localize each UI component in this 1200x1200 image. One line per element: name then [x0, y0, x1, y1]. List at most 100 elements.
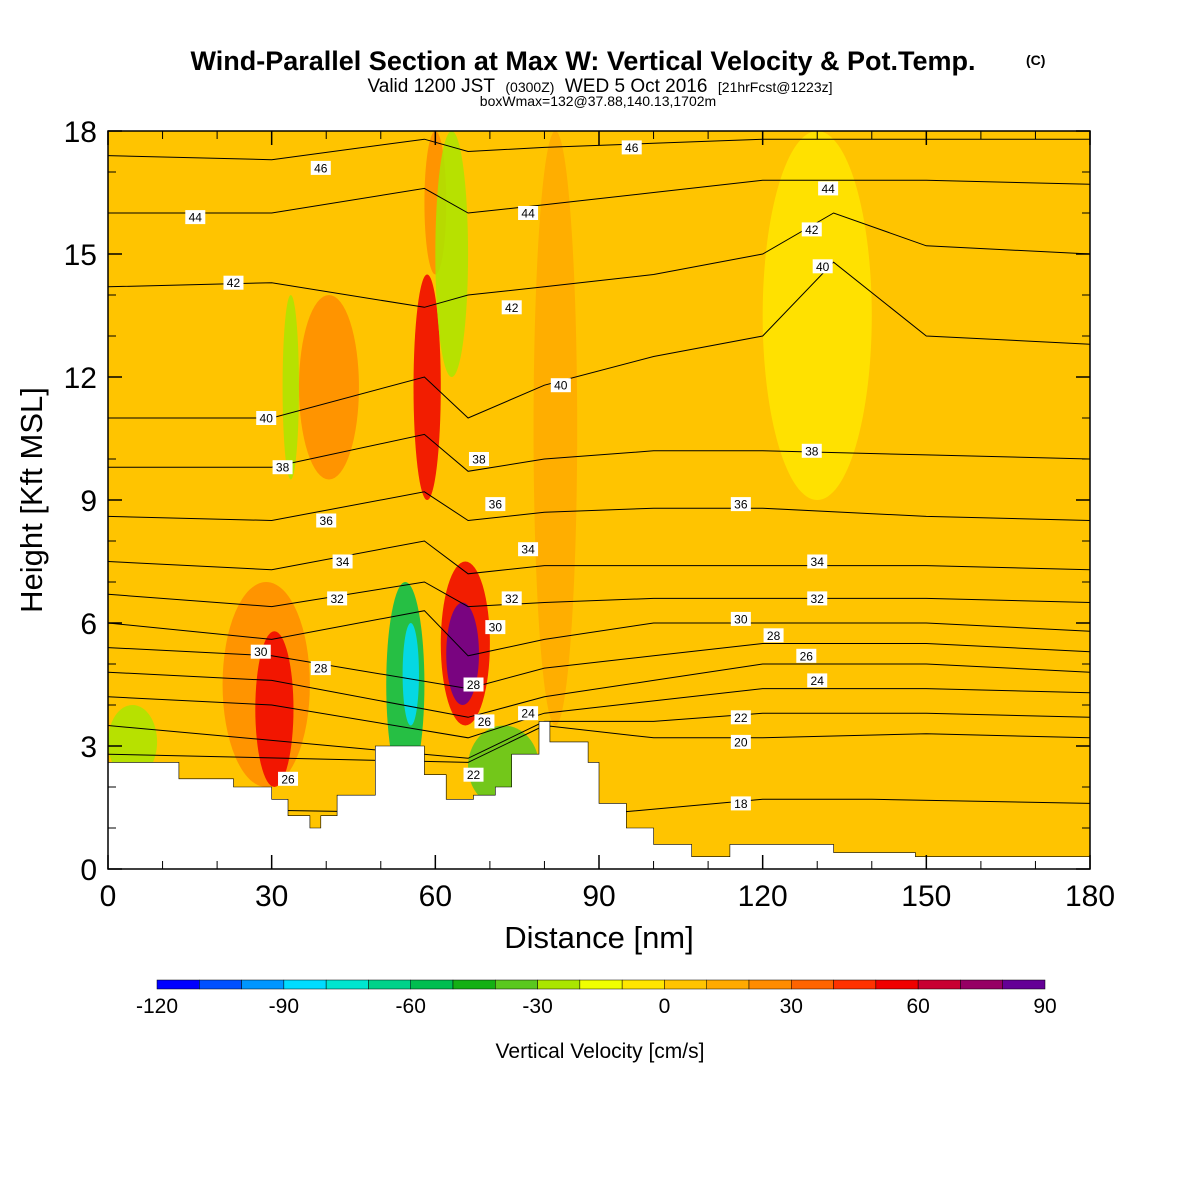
colorbar-swatch — [410, 979, 454, 990]
contour-label: 26 — [278, 771, 299, 786]
contour-label: 32 — [501, 591, 522, 606]
theta-contour-30 — [108, 610, 1090, 657]
contour-label: 24 — [518, 706, 539, 721]
colorbar-swatch — [875, 979, 919, 990]
colorbar-tick-label: -60 — [396, 995, 426, 1018]
x-tick-label: 60 — [419, 880, 452, 913]
contour-label: 34 — [332, 554, 353, 569]
svg-text:26: 26 — [281, 772, 295, 786]
colorbar-swatch — [283, 979, 327, 990]
contour-label: 26 — [474, 714, 495, 729]
svg-text:38: 38 — [805, 444, 819, 458]
y-tick-label: 6 — [80, 608, 97, 641]
svg-text:44: 44 — [189, 211, 203, 225]
colorbar-swatch — [960, 979, 1003, 990]
theta-contour-34 — [108, 540, 1090, 575]
svg-text:26: 26 — [478, 715, 492, 729]
colorbar-swatch — [156, 979, 200, 990]
contour-label: 38 — [801, 443, 822, 458]
contour-label: 44 — [518, 206, 539, 221]
contour-label: 32 — [327, 591, 348, 606]
svg-text:20: 20 — [734, 735, 748, 749]
svg-text:46: 46 — [314, 161, 328, 175]
contour-label: 36 — [730, 497, 751, 512]
theta-contours — [108, 138, 1090, 813]
svg-text:34: 34 — [811, 555, 825, 569]
contour-label: 34 — [518, 542, 539, 557]
velocity-field — [108, 131, 927, 849]
svg-text:32: 32 — [811, 592, 825, 606]
plot-area: 18 20 22 24 26 28 30 32 34 36 38 40 42 44 46 26 22 26 24 28… — [108, 131, 1090, 869]
x-tick-label: 180 — [1065, 880, 1115, 913]
contour-label: 22 — [730, 710, 751, 725]
x-tick-label: 90 — [582, 880, 615, 913]
svg-text:28: 28 — [314, 662, 328, 676]
y-tick-label: 0 — [80, 854, 97, 887]
contour-label: 40 — [550, 378, 571, 393]
colorbar-swatch — [325, 979, 369, 990]
x-axis: 0 30 60 90 120 150 180 — [100, 131, 1115, 913]
colorbar-tick-label: 90 — [1033, 995, 1056, 1018]
colorbar-title: Vertical Velocity [cm/s] — [496, 1040, 705, 1063]
colorbar-swatch — [495, 979, 538, 990]
svg-text:38: 38 — [276, 461, 290, 475]
svg-text:34: 34 — [336, 555, 350, 569]
contour-label: 22 — [463, 767, 484, 782]
svg-text:44: 44 — [521, 207, 535, 221]
theta-contour-44 — [108, 179, 1090, 214]
colorbar: -120 -90 -60 -30 0 30 60 90 — [136, 979, 1057, 1018]
contour-label: 46 — [621, 140, 642, 155]
contour-label: 36 — [485, 497, 506, 512]
svg-text:42: 42 — [505, 301, 519, 315]
y-tick-label: 15 — [64, 239, 97, 272]
velocity-cell — [413, 274, 441, 500]
colorbar-swatch — [917, 979, 961, 990]
theta-contour-24 — [108, 688, 1090, 739]
y-tick-label: 3 — [80, 731, 97, 764]
colorbar-swatch — [452, 979, 496, 990]
y-tick-label: 12 — [64, 362, 97, 395]
velocity-cell — [282, 295, 299, 480]
y-tick-label: 18 — [64, 116, 97, 149]
contour-label: 42 — [223, 275, 244, 290]
svg-text:44: 44 — [821, 182, 835, 196]
colorbar-swatch — [368, 979, 411, 990]
colorbar-swatch — [199, 979, 242, 990]
contour-label: 28 — [463, 677, 484, 692]
svg-text:28: 28 — [767, 629, 781, 643]
svg-text:40: 40 — [554, 379, 568, 393]
velocity-cell — [402, 623, 419, 726]
contour-label: 42 — [801, 222, 822, 237]
contour-label: 42 — [501, 300, 522, 315]
colorbar-swatch — [791, 979, 834, 990]
contour-label: 38 — [468, 452, 489, 467]
svg-text:30: 30 — [254, 645, 268, 659]
theta-contour-38 — [108, 433, 1090, 472]
y-axis-title: Height [Kft MSL] — [14, 387, 49, 613]
contour-label: 36 — [316, 513, 337, 528]
svg-text:42: 42 — [805, 223, 819, 237]
svg-text:24: 24 — [811, 674, 825, 688]
contour-label: 46 — [310, 160, 331, 175]
theta-contour-42 — [108, 212, 1090, 308]
contour-label: 28 — [310, 661, 331, 676]
chart-title: Wind-Parallel Section at Max W: Vertical… — [191, 46, 976, 76]
svg-text:22: 22 — [467, 768, 481, 782]
x-tick-label: 120 — [738, 880, 788, 913]
svg-text:40: 40 — [260, 412, 274, 426]
colorbar-swatch — [706, 979, 750, 990]
theta-contour-28 — [108, 643, 1090, 690]
velocity-cell — [533, 131, 578, 726]
valid-prefix: Valid 1200 JST — [367, 76, 495, 97]
colorbar-swatch — [664, 979, 707, 990]
forecast-info: [21hrFcst@1223z] — [718, 79, 833, 95]
svg-text:42: 42 — [227, 276, 241, 290]
terrain-mask — [108, 721, 1090, 869]
contour-label: 34 — [807, 554, 828, 569]
x-tick-label: 150 — [901, 880, 951, 913]
colorbar-tick-label: -30 — [522, 995, 552, 1018]
colorbar-tick-label: -120 — [136, 995, 178, 1018]
title-block: Wind-Parallel Section at Max W: Vertical… — [191, 46, 1046, 109]
valid-time-line: Valid 1200 JST (0300Z) WED 5 Oct 2016 [2… — [367, 76, 832, 97]
